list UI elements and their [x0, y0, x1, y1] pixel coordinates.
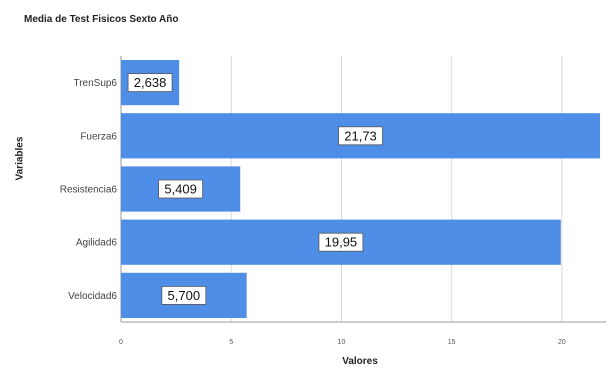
- x-tick-label: 10: [338, 339, 346, 346]
- category-label: Velocidad6: [68, 291, 117, 302]
- data-label: 19,95: [325, 235, 358, 250]
- data-label-box: [158, 179, 204, 199]
- data-label: 5,700: [168, 288, 201, 303]
- x-tick-label: 5: [229, 339, 233, 346]
- category-label: Agilidad6: [76, 238, 118, 249]
- x-tick-label: 0: [119, 339, 123, 346]
- data-label: 2,638: [134, 75, 167, 90]
- data-label: 5,409: [164, 182, 197, 197]
- x-axis-label: Valores: [342, 356, 378, 367]
- data-label-box: [161, 285, 207, 305]
- category-label: Fuerza6: [80, 131, 117, 142]
- x-tick-label: 15: [448, 339, 456, 346]
- data-label-box: [127, 73, 173, 92]
- category-label: Resistencia6: [60, 185, 118, 196]
- data-label-box: [318, 232, 364, 252]
- data-label: 21,73: [344, 128, 377, 143]
- data-label-box: [338, 126, 383, 146]
- chart-title: Media de Test Fisicos Sexto Año: [24, 14, 179, 25]
- category-label: TrenSup6: [73, 78, 117, 89]
- x-tick-label: 20: [558, 339, 566, 346]
